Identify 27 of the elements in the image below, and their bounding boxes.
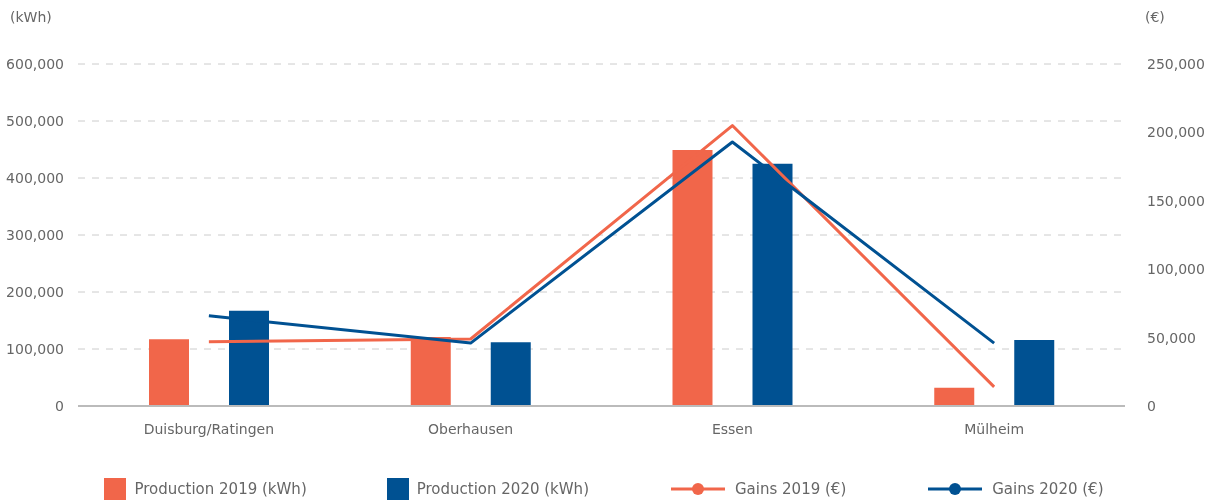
x-tick-label: Oberhausen (428, 420, 514, 437)
legend-label: Production 2019 (kWh) (134, 480, 307, 498)
y2-tick-label: 250,000 (1147, 55, 1205, 72)
bar (149, 339, 189, 406)
y-tick-label: 200,000 (6, 283, 64, 300)
legend-label: Gains 2019 (€) (734, 480, 847, 498)
y-tick-label: 0 (55, 397, 64, 414)
y-tick-label: 100,000 (6, 340, 64, 357)
bar (490, 342, 531, 406)
bar (1014, 339, 1055, 406)
y-axis-title: (kWh) (10, 9, 52, 25)
y-tick-label: 500,000 (6, 112, 64, 129)
x-tick-label: Duisburg/Ratingen (143, 420, 275, 437)
legend-label: Production 2020 (kWh) (416, 480, 589, 498)
y2-tick-label: 150,000 (1147, 192, 1205, 209)
x-tick-label: Mülheim (964, 420, 1025, 437)
y-tick-label: 600,000 (6, 55, 64, 72)
y-tick-label: 400,000 (6, 169, 64, 186)
y2-tick-label: 50,000 (1147, 329, 1196, 346)
y2-tick-label: 0 (1147, 397, 1156, 414)
bar (934, 387, 975, 406)
legend-label: Gains 2020 (€) (992, 480, 1104, 498)
y-tick-label: 300,000 (6, 226, 64, 243)
y2-axis-title: (€) (1145, 9, 1165, 25)
y2-tick-label: 200,000 (1147, 124, 1205, 141)
y2-tick-label: 100,000 (1147, 261, 1205, 278)
x-tick-label: Essen (711, 420, 753, 437)
